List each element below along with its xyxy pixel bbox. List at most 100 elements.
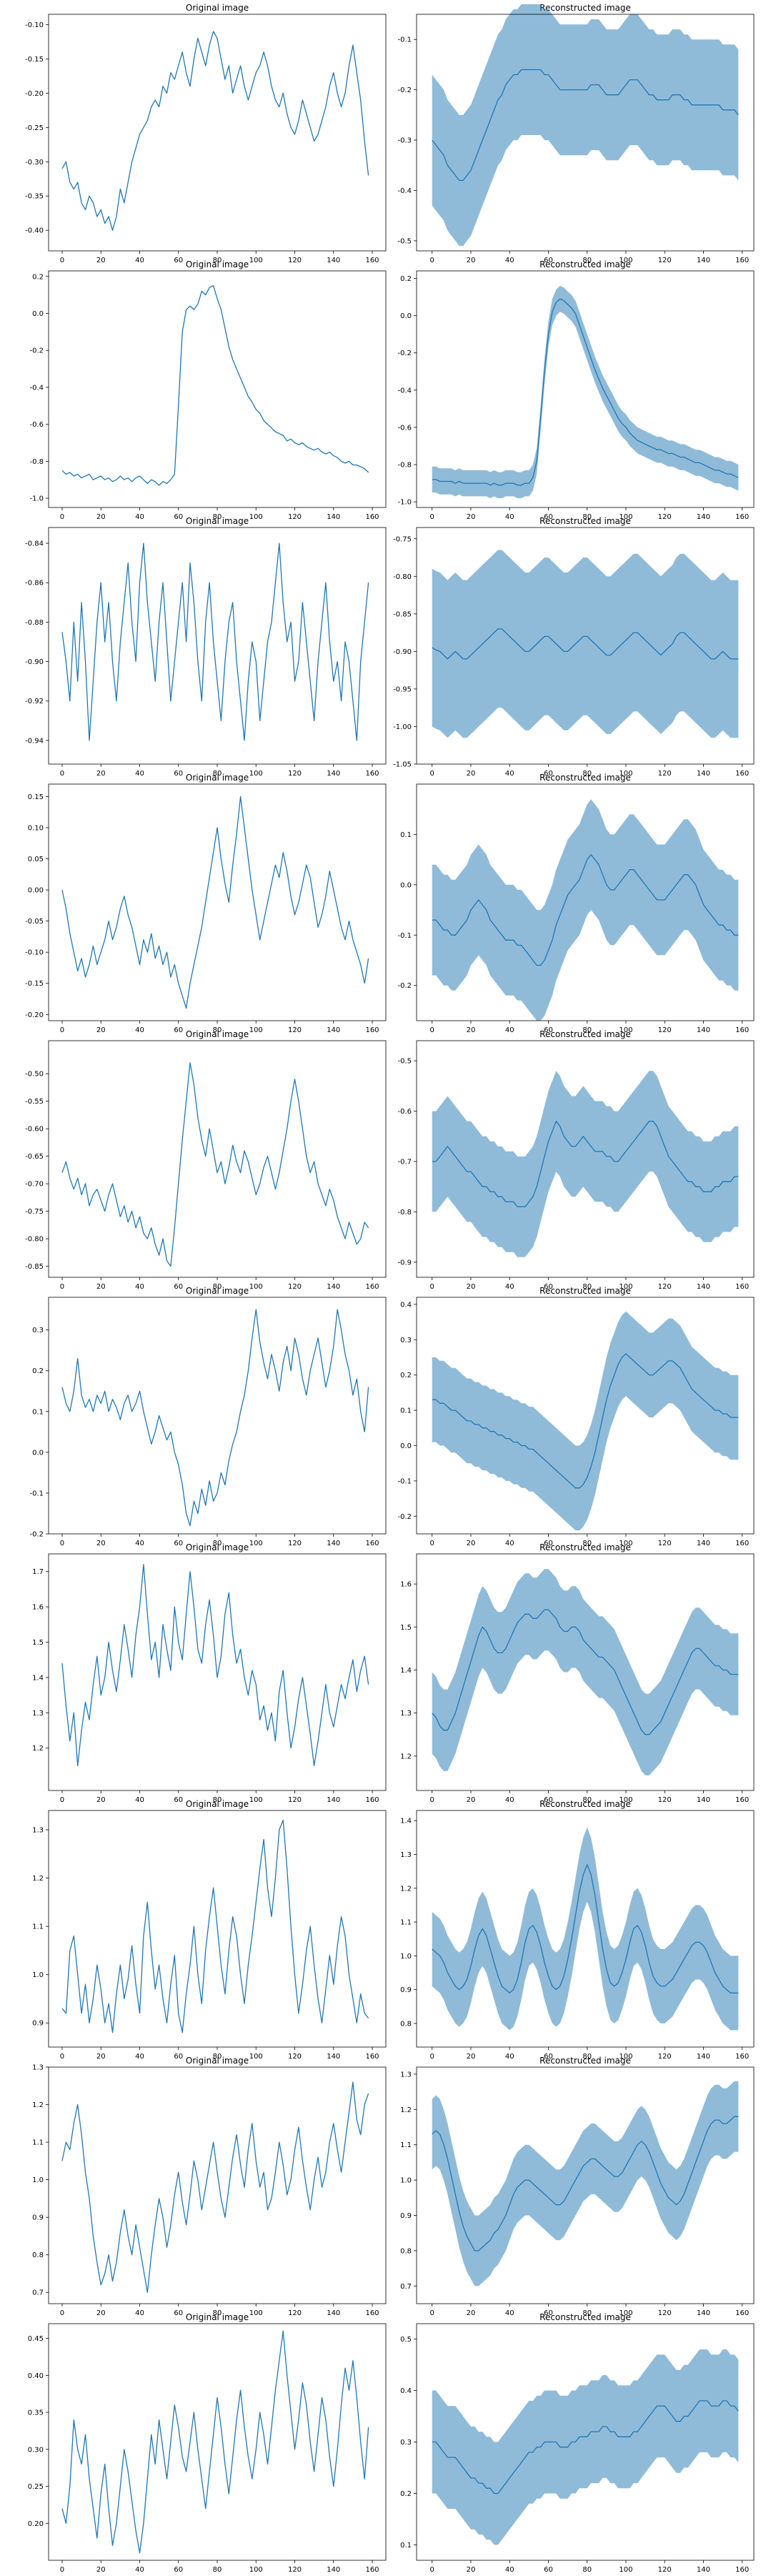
y-tick-label: -0.50 [25, 1071, 44, 1079]
x-tick-label: 80 [582, 770, 592, 778]
y-tick-label: 1.1 [32, 1923, 44, 1931]
y-tick-label: 0.9 [400, 1986, 412, 1994]
x-tick-label: 160 [735, 2309, 749, 2317]
x-tick-label: 40 [505, 1540, 514, 1547]
y-tick-label: 0.2 [400, 1372, 412, 1379]
x-tick-label: 0 [60, 1283, 64, 1291]
x-tick-label: 100 [249, 2309, 263, 2317]
y-tick-label: 0.05 [28, 856, 44, 863]
x-tick-label: 60 [174, 1796, 183, 1804]
chart-title: Original image [186, 3, 249, 13]
chart-title: Reconstructed image [539, 2056, 631, 2066]
x-tick-label: 120 [288, 2053, 302, 2061]
x-tick-label: 160 [365, 770, 379, 778]
x-tick-label: 40 [505, 770, 514, 778]
y-tick-label: -0.3 [397, 137, 412, 145]
chart-title: Reconstructed image [539, 1542, 631, 1552]
chart-panel-1: Original image 0 20 40 60 80 100 120 140 160 -0.40… [25, 3, 387, 264]
axes-frame [48, 527, 387, 765]
x-tick-label: 120 [288, 513, 302, 521]
y-tick-label: 0.4 [400, 1301, 412, 1309]
y-tick-label: -0.05 [25, 918, 44, 926]
series-line [61, 285, 369, 486]
axes-frame [48, 270, 387, 508]
x-tick-label: 40 [135, 1283, 144, 1291]
x-tick-label: 160 [735, 1283, 749, 1291]
y-tick-label: 1.2 [32, 2101, 44, 2109]
chart-title: Reconstructed image [539, 1286, 631, 1296]
x-tick-label: 60 [174, 513, 183, 521]
y-tick-label: 0.40 [28, 2372, 44, 2380]
chart-panel-8: Reconstructed image 0 20 40 60 80 100 120 140 160… [397, 773, 755, 1034]
y-tick-label: 1.3 [400, 1851, 412, 1859]
chart-panel-7: Original image 0 20 40 60 80 100 120 140 160 -0.20… [25, 773, 387, 1034]
x-tick-label: 160 [735, 513, 749, 521]
x-tick-label: 80 [213, 1796, 222, 1804]
x-tick-label: 140 [697, 770, 710, 778]
x-tick-label: 80 [582, 257, 592, 264]
chart-title: Original image [186, 1286, 249, 1296]
x-tick-label: 160 [365, 2053, 379, 2061]
y-tick-label: 0.9 [400, 2212, 412, 2220]
y-tick-label: 1.3 [400, 1710, 412, 1718]
confidence-band [432, 799, 739, 1021]
x-tick-label: 40 [135, 2053, 144, 2061]
x-tick-label: 120 [288, 770, 302, 778]
x-tick-label: 160 [735, 1026, 749, 1034]
x-tick-label: 140 [697, 1283, 710, 1291]
chart-panel-6: Reconstructed image 0 20 40 60 80 100 120 140 160… [393, 516, 755, 778]
y-tick-label: -0.2 [29, 347, 44, 355]
x-tick-label: 100 [249, 2566, 263, 2574]
x-tick-label: 100 [619, 513, 632, 521]
x-tick-label: 60 [544, 2309, 553, 2317]
x-tick-label: 100 [249, 1283, 263, 1291]
axes-frame [416, 270, 755, 508]
confidence-band [432, 550, 739, 738]
x-tick-label: 20 [96, 2566, 106, 2574]
series-line [61, 543, 369, 741]
y-tick-label: -0.2 [397, 86, 412, 94]
y-tick-label: -1.0 [29, 495, 44, 503]
y-tick-label: -0.80 [393, 573, 412, 581]
y-tick-label: 0.0 [400, 1442, 412, 1450]
y-tick-label: 0.7 [400, 2283, 412, 2291]
x-tick-label: 160 [735, 2053, 749, 2061]
y-tick-label: -0.86 [25, 580, 44, 588]
x-tick-label: 0 [60, 1540, 64, 1547]
y-tick-label: 0.1 [400, 2542, 412, 2550]
y-tick-label: 1.1 [32, 2139, 44, 2147]
y-tick-label: -0.70 [25, 1181, 44, 1189]
x-tick-label: 120 [658, 513, 672, 521]
y-tick-label: -1.05 [393, 761, 412, 769]
x-tick-label: 60 [174, 1540, 183, 1547]
x-tick-label: 40 [505, 2309, 514, 2317]
y-tick-label: 0.0 [400, 312, 412, 320]
series-line [61, 1309, 369, 1527]
y-tick-label: 0.10 [28, 824, 44, 832]
x-tick-label: 60 [174, 1283, 183, 1291]
chart-title: Original image [186, 2312, 249, 2322]
x-tick-label: 80 [582, 2566, 592, 2574]
y-tick-label: 1.6 [400, 1581, 412, 1589]
chart-panel-9: Original image 0 20 40 60 80 100 120 140 160 -0.85… [25, 1029, 387, 1291]
chart-panel-3: Original image 0 20 40 60 80 100 120 140 160 -1.0 -… [29, 259, 387, 521]
x-tick-label: 80 [582, 1796, 592, 1804]
confidence-band [432, 1071, 739, 1257]
y-tick-label: -0.8 [29, 458, 44, 466]
series-line [61, 31, 369, 231]
x-tick-label: 120 [288, 1283, 302, 1291]
series-line [432, 1353, 739, 1489]
x-tick-label: 60 [544, 1796, 553, 1804]
confidence-band [432, 1827, 739, 2031]
x-tick-label: 40 [135, 2309, 144, 2317]
y-tick-label: 0.20 [28, 2520, 44, 2528]
series-line [61, 1062, 369, 1267]
y-tick-label: 0.3 [400, 1337, 412, 1344]
x-tick-label: 120 [658, 2053, 672, 2061]
y-tick-label: 1.0 [32, 2176, 44, 2184]
confidence-band [432, 2349, 739, 2545]
series-line [432, 2116, 739, 2251]
x-tick-label: 80 [213, 770, 222, 778]
y-tick-label: -0.10 [25, 949, 44, 957]
